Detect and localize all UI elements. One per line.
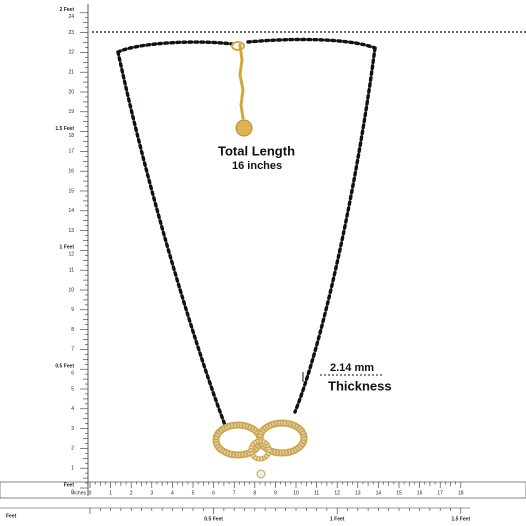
inch-label: 23 <box>68 30 74 36</box>
chain-left <box>116 50 227 427</box>
length-value: 16 inches <box>232 160 282 172</box>
necklace <box>116 37 377 427</box>
beads-top-right <box>246 37 377 50</box>
beads-right <box>293 46 377 414</box>
inch-label: 2 <box>130 490 133 496</box>
inch-label: 13 <box>68 228 74 234</box>
inch-label: 20 <box>68 89 74 95</box>
thickness-value: 2.14 mm <box>330 362 374 374</box>
feet-label: 2 Feet <box>60 7 75 13</box>
inch-label: 21 <box>68 70 74 76</box>
unit-label: Feet <box>6 513 17 519</box>
inch-label: 12 <box>334 490 340 496</box>
inch-label: 6 <box>212 490 215 496</box>
unit-label: Inches <box>71 490 86 496</box>
inch-label: 1 <box>109 490 112 496</box>
inch-label: 4 <box>71 406 74 412</box>
inch-label: 11 <box>69 268 74 274</box>
pendant <box>212 419 308 479</box>
inch-label: 6 <box>71 371 74 377</box>
inch-label: 14 <box>68 208 74 214</box>
inch-label: 0 <box>71 489 74 495</box>
feet-label: 0.5 Feet <box>55 364 74 370</box>
feet-label: 1.5 Feet <box>451 516 470 522</box>
inch-label: 8 <box>253 490 256 496</box>
extension-chain <box>238 43 245 120</box>
inch-label: 17 <box>68 149 74 155</box>
inch-label: 16 <box>417 490 423 496</box>
inch-label: 10 <box>293 490 299 496</box>
inch-label: 9 <box>71 307 74 313</box>
inch-label: 10 <box>68 287 74 293</box>
chain-right <box>293 46 377 414</box>
pendant-center-stones <box>249 439 271 461</box>
feet-label: Feet <box>64 482 75 488</box>
inch-label: 3 <box>71 426 74 432</box>
drop-stone <box>256 469 266 479</box>
inch-label: 17 <box>437 490 443 496</box>
inch-label: 0 <box>89 490 92 496</box>
beads-left <box>116 50 227 427</box>
inch-label: 2 <box>71 446 74 452</box>
feet-label: 0.5 Feet <box>204 516 223 522</box>
feet-label: 1 Feet <box>330 516 345 522</box>
inch-label: 18 <box>68 133 74 139</box>
inch-label: 7 <box>233 490 236 496</box>
inch-label: 18 <box>458 490 464 496</box>
inch-label: 4 <box>171 490 174 496</box>
charm-disc <box>235 119 253 137</box>
inch-label: 22 <box>68 50 74 56</box>
feet-label: 1 Feet <box>60 245 75 251</box>
inch-label: 7 <box>71 347 74 353</box>
rulers: 0123456789101112131415161718192021222324… <box>0 4 526 522</box>
inch-label: 5 <box>192 490 195 496</box>
inch-label: 16 <box>68 169 74 175</box>
inch-label: 15 <box>396 490 402 496</box>
length-label: Total Length <box>218 143 295 158</box>
clasp <box>231 41 245 51</box>
inch-label: 3 <box>150 490 153 496</box>
inch-label: 8 <box>71 327 74 333</box>
inch-label: 5 <box>71 386 74 392</box>
inch-label: 1 <box>71 466 74 472</box>
inch-label: 9 <box>274 490 277 496</box>
pendant-stones <box>258 421 306 455</box>
inch-label: 13 <box>355 490 361 496</box>
inch-label: 12 <box>68 252 74 258</box>
inch-label: 14 <box>376 490 382 496</box>
thickness-label: Thickness <box>328 378 392 393</box>
inch-label: 11 <box>314 490 319 496</box>
ruler-band <box>0 481 526 499</box>
feet-label: 1.5 Feet <box>55 126 74 132</box>
inch-label: 19 <box>68 109 74 115</box>
inch-label: 24 <box>68 14 74 20</box>
beads-top-left <box>116 40 234 54</box>
inch-label: 15 <box>68 188 74 194</box>
